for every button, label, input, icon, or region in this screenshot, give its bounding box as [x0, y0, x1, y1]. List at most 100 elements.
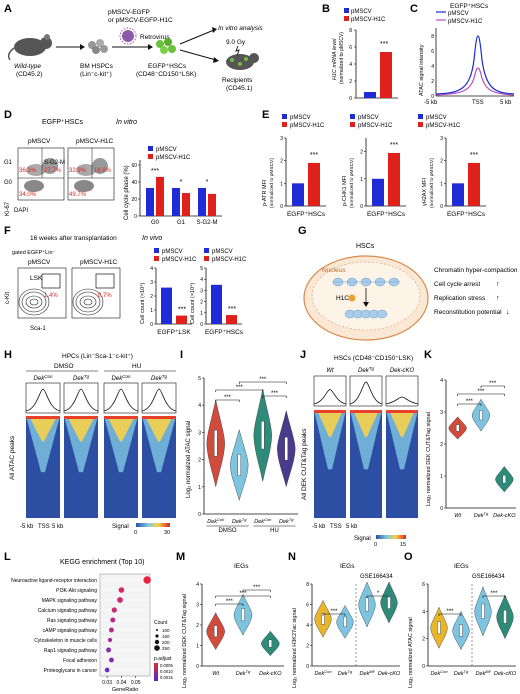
j-signal-label: Signal — [354, 536, 371, 542]
panel-letter-d: D — [4, 109, 12, 121]
k-violin-ytick: 2 — [440, 442, 443, 448]
n-dataset: GSE166434 — [360, 574, 393, 580]
h-col-label: DekCon — [34, 374, 53, 382]
d-bar — [172, 187, 180, 216]
f-bar — [211, 284, 222, 324]
o-violin-xtick: Dek-cKO — [494, 671, 517, 677]
d-sig: * — [180, 179, 183, 186]
k-violin-ytick: 1 — [440, 474, 443, 480]
h-xtick-1: -5 kb — [20, 524, 34, 530]
j-color-scale — [376, 535, 406, 539]
j-ylabel: All DEK CUT&Tag peaks — [301, 428, 308, 500]
o-dataset: GSE166434 — [472, 574, 505, 580]
m-violin-ytick: 4 — [196, 582, 199, 588]
g-h1c-dot — [348, 294, 356, 302]
o-violin-ytick: 0 — [422, 664, 425, 670]
i-violin-ytick: 4 — [198, 403, 201, 409]
f-bar — [161, 287, 172, 324]
e-xlabel: EGFP⁺HSCs — [367, 211, 406, 218]
f-sig: *** — [178, 307, 186, 314]
n-violin-box — [343, 616, 347, 628]
m-violin-sig: *** — [226, 599, 234, 605]
panel-g: G HSCs Nucleus H1C Chromatin hyper-compa… — [298, 225, 518, 341]
m-ylabel: Log₂ normalized DEK CUT&Tag signal — [182, 594, 188, 688]
f-ytick: 5 — [200, 266, 203, 272]
l-pathway-label: Proteoglycans in cancer — [44, 668, 98, 674]
f-legend-4: pMSCV-H1C — [212, 257, 247, 263]
l-xlabel: GeneRatio — [112, 687, 138, 693]
g-effect-4: Reconstitution potential — [434, 309, 502, 316]
j-scale-max: 15 — [400, 542, 406, 548]
o-violin-ytick: 2 — [422, 637, 425, 643]
bm-cells-icon — [88, 39, 108, 54]
l-dot — [110, 617, 116, 623]
invitro-label: In vitro analysis — [218, 25, 264, 32]
o-ylabel: Log₂ normalized ATAC signal — [408, 617, 414, 688]
d-ytick: 20 — [131, 197, 137, 203]
f-ytick: 4 — [150, 266, 153, 272]
n-violin-ytick: 0 — [306, 664, 309, 670]
k-violin-sig: *** — [466, 399, 474, 405]
e-ylabel-2: (normalized to pMSCV) — [429, 158, 435, 208]
i-violin-ytick: 5 — [198, 376, 201, 382]
e-ytick: 2 — [360, 150, 363, 156]
i-violin-xtick: DekCon — [254, 517, 272, 525]
g-effect-1: Chromatin hyper-compaction — [434, 267, 518, 274]
i-violin-sig: *** — [236, 385, 244, 391]
f-pct-2: 0.7% — [98, 293, 112, 299]
profile-curve — [25, 388, 61, 412]
l-padj-scale — [154, 663, 158, 681]
e-legend-5: pMSCV — [426, 115, 447, 121]
f-col-1: pMSCV — [28, 259, 51, 266]
m-violin-ytick: 1 — [196, 644, 199, 650]
c-ytick: 8 — [431, 34, 434, 40]
recipient-mouse-icon — [226, 45, 259, 70]
i-violin-group: HU — [270, 528, 279, 534]
c-ytick: 4 — [431, 64, 434, 70]
o-violin-xtick: Dekfl/fl — [476, 669, 491, 677]
n-violin-sig: *** — [330, 609, 338, 615]
k-violin-bracket — [480, 385, 505, 388]
l-pathway-label: cAMP signaling pathway — [43, 628, 98, 634]
profile-curve — [313, 389, 347, 405]
o-violin-ytick: 4 — [422, 609, 425, 615]
legend-swatch-h1c — [344, 16, 349, 21]
c-xtick-2: TSS — [472, 100, 484, 106]
c-ytick: 6 — [431, 49, 434, 55]
f-ytick: 3 — [150, 280, 153, 286]
i-violin-xtick: DekTg — [232, 517, 247, 525]
legend-pmscv: pMSCV — [351, 9, 372, 15]
n-violin-ytick: 2 — [306, 644, 309, 650]
m-violin-ytick: 0 — [196, 664, 199, 670]
f-contours — [18, 288, 104, 316]
panel-letter-m: M — [176, 551, 185, 563]
m-title: IEGs — [234, 563, 249, 570]
l-dot — [104, 667, 110, 673]
i-violin-sig: *** — [271, 391, 279, 397]
l-dot — [117, 597, 123, 603]
f-ytick: 3 — [200, 288, 203, 294]
dose-label: 9.0 Gy — [226, 39, 246, 46]
panel-letter-k: K — [424, 349, 432, 361]
panel-letter-g: G — [298, 225, 307, 237]
panel-m: M IEGs Log₂ normalized DEK CUT&Tag signa… — [176, 551, 284, 688]
f-ytick: 4 — [200, 277, 203, 283]
l-pathway-label: PI3K-Akt signaling — [56, 588, 97, 594]
g-arrow-3: ↓ — [506, 309, 510, 316]
h-color-scale — [136, 523, 170, 527]
f-ytick: 0 — [200, 322, 203, 328]
b-axis-ticks: 0 2 4 6 8 — [349, 28, 356, 102]
g-h1c-label: H1C — [336, 295, 349, 302]
j-col-label: Wt — [326, 368, 334, 374]
f-col-2: pMSCV-H1C — [80, 259, 118, 266]
l-pathway-label: Rap1 signaling pathway — [44, 648, 98, 654]
l-pathway-label: Neuroactive ligand-receptor interaction — [11, 578, 97, 584]
e-sig: *** — [390, 142, 398, 149]
m-violin-ytick: 2 — [196, 623, 199, 629]
n-violin-xtick: DekCon — [314, 669, 332, 677]
vector-1: pMSCV-EGFP — [108, 9, 150, 16]
l-count-label: Count — [154, 620, 168, 626]
m-violin-xtick: DekTg — [236, 669, 251, 677]
k-violin-ytick: 3 — [440, 410, 443, 416]
